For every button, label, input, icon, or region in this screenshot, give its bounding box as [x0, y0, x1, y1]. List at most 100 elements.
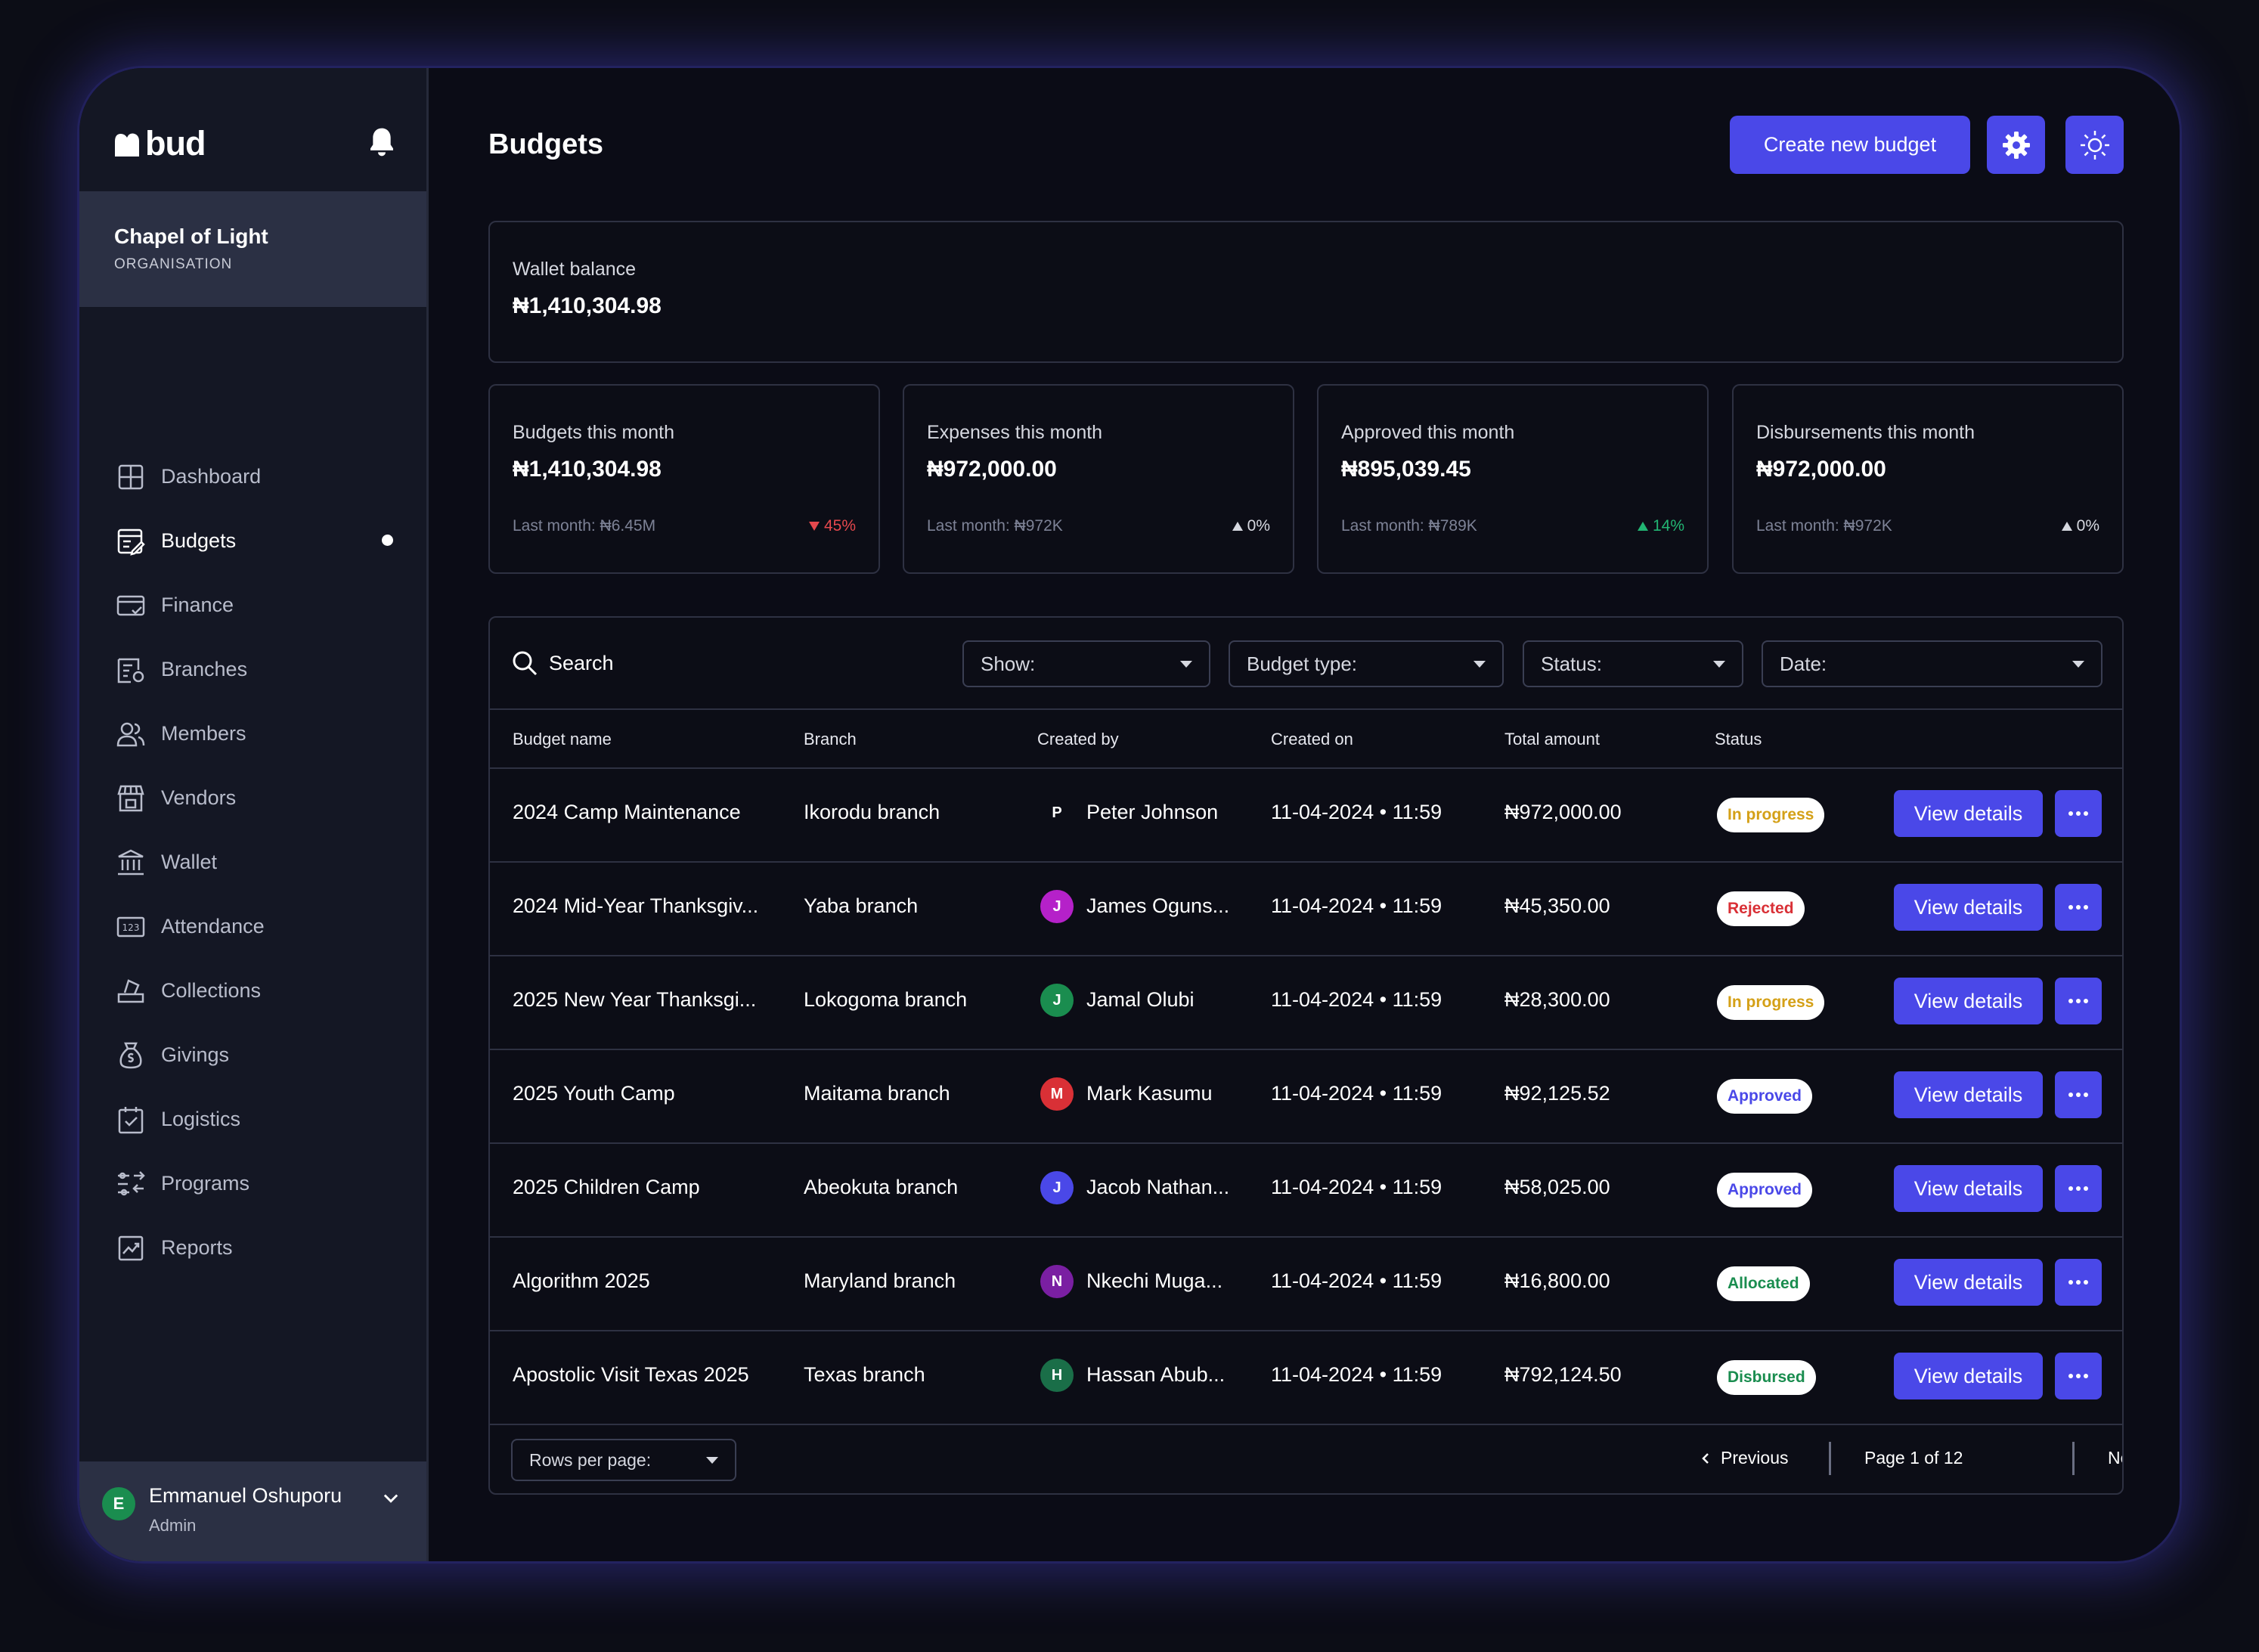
sidebar-item-members[interactable]: Members: [79, 702, 426, 766]
budget-type-filter-dropdown[interactable]: Budget type:: [1229, 640, 1504, 687]
branch-name: Lokogoma branch: [804, 988, 968, 1011]
stat-value: ₦972,000.00: [927, 457, 1057, 482]
total-amount: ₦16,800.00: [1504, 1269, 1610, 1292]
created-on: 11-04-2024 • 11:59: [1271, 801, 1442, 823]
stat-trend: 0%: [1232, 517, 1270, 535]
status-badge: In progress: [1717, 798, 1825, 832]
created-on: 11-04-2024 • 11:59: [1271, 988, 1442, 1011]
user-profile-menu[interactable]: E Emmanuel Oshuporu Admin: [79, 1461, 426, 1561]
table-row[interactable]: 2025 Youth Camp Maitama branch M Mark Ka…: [490, 1050, 2122, 1144]
table-header: Budget name Branch Created by Created on…: [490, 708, 2122, 769]
more-horizontal-icon: [2068, 811, 2088, 816]
budgets-icon: [116, 526, 146, 556]
status-badge: In progress: [1717, 985, 1825, 1020]
stat-value: ₦1,410,304.98: [513, 457, 662, 482]
more-options-button[interactable]: [2055, 1259, 2102, 1306]
branches-icon: [116, 655, 146, 685]
sidebar-item-logistics[interactable]: Logistics: [79, 1087, 426, 1151]
date-filter-dropdown[interactable]: Date:: [1762, 640, 2103, 687]
view-details-button[interactable]: View details: [1894, 1071, 2043, 1118]
sidebar-item-label: Budgets: [161, 529, 237, 552]
stat-card-disbursements: Disbursements this month ₦972,000.00 Las…: [1732, 384, 2124, 574]
branch-name: Ikorodu branch: [804, 801, 940, 823]
stat-label: Approved this month: [1341, 422, 1515, 443]
view-details-button[interactable]: View details: [1894, 1353, 2043, 1399]
table-row[interactable]: 2025 Children Camp Abeokuta branch J Jac…: [490, 1144, 2122, 1238]
view-details-button[interactable]: View details: [1894, 790, 2043, 837]
search-input[interactable]: Search: [511, 649, 614, 677]
rows-per-page-dropdown[interactable]: Rows per page:: [511, 1439, 736, 1481]
sidebar-item-budgets[interactable]: Budgets: [79, 509, 426, 573]
table-row[interactable]: 2025 New Year Thanksgi... Lokogoma branc…: [490, 956, 2122, 1050]
settings-button[interactable]: [1987, 116, 2045, 174]
sidebar-item-dashboard[interactable]: Dashboard: [79, 445, 426, 509]
attendance-icon: 123: [116, 912, 146, 942]
table-row[interactable]: Algorithm 2025 Maryland branch N Nkechi …: [490, 1238, 2122, 1331]
filter-label: Date:: [1780, 652, 1827, 675]
wallet-balance-label: Wallet balance: [513, 259, 637, 280]
total-amount: ₦92,125.52: [1504, 1082, 1610, 1105]
more-options-button[interactable]: [2055, 1353, 2102, 1399]
stat-last-month: Last month: ₦789K: [1341, 517, 1477, 535]
view-details-button[interactable]: View details: [1894, 978, 2043, 1024]
more-options-button[interactable]: [2055, 790, 2102, 837]
sidebar-item-attendance[interactable]: 123 Attendance: [79, 894, 426, 959]
stat-label: Expenses this month: [927, 422, 1103, 443]
chevron-down-icon[interactable]: [380, 1487, 401, 1508]
sidebar-item-label: Givings: [161, 1043, 230, 1066]
brand-logo[interactable]: bud: [113, 121, 206, 166]
branch-name: Maryland branch: [804, 1269, 956, 1292]
pager-divider: [2072, 1442, 2075, 1475]
branch-name: Maitama branch: [804, 1082, 950, 1105]
more-horizontal-icon: [2068, 1374, 2088, 1378]
budgets-table-card: Search Show: Budget type: Status: Date: …: [488, 616, 2124, 1495]
column-header: Branch: [804, 730, 857, 749]
table-row[interactable]: 2024 Mid-Year Thanksgiv... Yaba branch J…: [490, 863, 2122, 956]
notification-bell-icon[interactable]: [367, 126, 397, 159]
sidebar-item-programs[interactable]: Programs: [79, 1151, 426, 1216]
table-row[interactable]: Apostolic Visit Texas 2025 Texas branch …: [490, 1331, 2122, 1425]
trend-down-icon: [808, 522, 820, 531]
sidebar-item-wallet[interactable]: Wallet: [79, 830, 426, 894]
vendors-icon: [116, 783, 146, 814]
stat-trend: 14%: [1637, 517, 1684, 535]
stat-value: ₦895,039.45: [1341, 457, 1471, 482]
filter-label: Budget type:: [1247, 652, 1357, 675]
theme-toggle-button[interactable]: [2065, 116, 2124, 174]
view-details-button[interactable]: View details: [1894, 884, 2043, 931]
more-options-button[interactable]: [2055, 1071, 2102, 1118]
creator-name: Jamal Olubi: [1086, 988, 1195, 1011]
status-badge: Approved: [1717, 1173, 1813, 1207]
search-icon: [513, 651, 538, 676]
budget-name: Apostolic Visit Texas 2025: [513, 1363, 749, 1386]
column-header: Created by: [1037, 730, 1119, 749]
next-page-button[interactable]: Next: [2108, 1448, 2122, 1468]
wallet-icon: [116, 848, 146, 878]
sidebar-item-finance[interactable]: Finance: [79, 573, 426, 637]
status-filter-dropdown[interactable]: Status:: [1523, 640, 1743, 687]
creator-avatar: H: [1040, 1359, 1074, 1392]
sidebar-item-reports[interactable]: Reports: [79, 1216, 426, 1280]
create-budget-button[interactable]: Create new budget: [1730, 116, 1970, 174]
sidebar-item-vendors[interactable]: Vendors: [79, 766, 426, 830]
more-options-button[interactable]: [2055, 1165, 2102, 1212]
sidebar-item-label: Reports: [161, 1236, 233, 1259]
previous-page-button[interactable]: Previous: [1700, 1448, 1788, 1468]
sidebar-item-collections[interactable]: Collections: [79, 959, 426, 1023]
organisation-switcher[interactable]: Chapel of Light ORGANISATION: [79, 191, 426, 307]
show-filter-dropdown[interactable]: Show:: [962, 640, 1210, 687]
view-details-button[interactable]: View details: [1894, 1165, 2043, 1212]
created-on: 11-04-2024 • 11:59: [1271, 1082, 1442, 1105]
sidebar-item-label: Vendors: [161, 786, 237, 809]
creator-name: Jacob Nathan...: [1086, 1176, 1230, 1198]
more-options-button[interactable]: [2055, 884, 2102, 931]
status-badge: Allocated: [1717, 1266, 1810, 1301]
more-options-button[interactable]: [2055, 978, 2102, 1024]
sidebar-item-givings[interactable]: Givings: [79, 1023, 426, 1087]
view-details-button[interactable]: View details: [1894, 1259, 2043, 1306]
wallet-balance-value: ₦1,410,304.98: [513, 293, 662, 318]
table-row[interactable]: 2024 Camp Maintenance Ikorodu branch P P…: [490, 769, 2122, 863]
sidebar: bud Chapel of Light ORGANISATION Dashboa…: [79, 68, 429, 1561]
caret-down-icon: [706, 1456, 718, 1464]
sidebar-item-branches[interactable]: Branches: [79, 637, 426, 702]
